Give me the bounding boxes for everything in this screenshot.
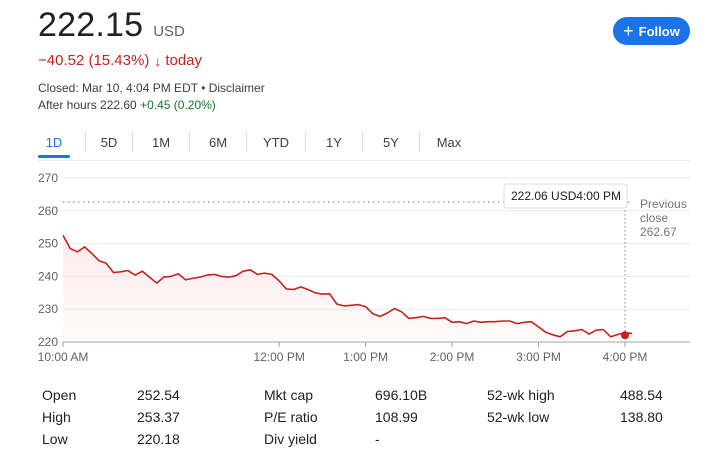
tab-1y[interactable]: 1Y [326, 134, 342, 150]
closed-time: Closed: Mar 10, 4:04 PM EDT [38, 81, 198, 95]
y-tick-label: 270 [38, 171, 58, 185]
tab-1d[interactable]: 1D [38, 128, 70, 158]
stat-label: 52-wk low [487, 409, 550, 425]
market-status: Closed: Mar 10, 4:04 PM EDT • Disclaimer [38, 81, 265, 95]
stat-label: High [42, 409, 71, 425]
disclaimer-link[interactable]: Disclaimer [208, 81, 265, 95]
currency-label: USD [153, 23, 185, 40]
stat-label: Div yield [264, 431, 317, 447]
after-hours: After hours 222.60 +0.45 (0.20%) [38, 98, 216, 112]
tab-divider [246, 132, 247, 152]
stat-label: Mkt cap [264, 387, 314, 403]
price-line [62, 235, 633, 338]
arrow-down-icon: ↓ [154, 52, 162, 69]
stat-value: - [375, 431, 380, 447]
status-separator: • [197, 81, 209, 95]
stat-value: 696.10B [375, 387, 428, 403]
y-tick-label: 240 [38, 269, 58, 283]
tab-divider [189, 132, 190, 152]
tab-divider [419, 132, 420, 152]
y-tick-label: 220 [38, 335, 58, 349]
stat-label: Low [42, 431, 68, 447]
x-tick-label: 1:00 PM [343, 350, 388, 364]
tab-6m[interactable]: 6M [208, 134, 228, 150]
range-tabs: 1D 5D 1M 6M YTD 1Y 5Y Max [38, 128, 478, 158]
price-change: −40.52 (15.43%) ↓ today [38, 52, 202, 69]
stat-value: 488.54 [620, 387, 663, 403]
tab-5y[interactable]: 5Y [383, 134, 399, 150]
tooltip-time: 4:00 PM [576, 189, 621, 203]
current-price: 222.15 [38, 6, 144, 44]
stat-value: 108.99 [375, 409, 418, 425]
quote-header: 222.15 USD [38, 6, 185, 45]
tabs-divider-line [38, 160, 690, 161]
price-change-period: today [165, 52, 203, 69]
previous-close-label: Previous [640, 197, 687, 211]
price-area [63, 235, 633, 342]
stat-label: Open [42, 387, 77, 403]
tab-divider [85, 132, 86, 152]
stat-label: P/E ratio [264, 409, 318, 425]
x-tick-label: 2:00 PM [430, 350, 475, 364]
follow-button[interactable]: + Follow [613, 17, 690, 45]
tooltip-box [503, 183, 628, 209]
hover-point[interactable] [621, 331, 629, 340]
stat-value: 138.80 [620, 409, 663, 425]
after-hours-change: +0.45 (0.20%) [140, 98, 216, 112]
tab-divider [305, 132, 306, 152]
tab-5d[interactable]: 5D [100, 134, 118, 150]
tab-divider [362, 132, 363, 152]
x-tick-label: 12:00 PM [253, 350, 304, 364]
plus-icon: + [623, 20, 634, 41]
x-tick-label: 3:00 PM [516, 350, 561, 364]
stat-value: 252.54 [137, 387, 180, 403]
tab-ytd[interactable]: YTD [263, 134, 289, 150]
y-tick-label: 260 [38, 204, 58, 218]
tab-divider [132, 132, 133, 152]
tab-1m[interactable]: 1M [151, 134, 171, 150]
tooltip-price: 222.06 USD [511, 189, 577, 203]
y-tick-label: 230 [38, 302, 58, 316]
stat-value: 253.37 [137, 409, 180, 425]
after-hours-price: After hours 222.60 [38, 98, 137, 112]
x-tick-label: 10:00 AM [38, 350, 89, 364]
stat-label: 52-wk high [487, 387, 555, 403]
price-change-value: −40.52 (15.43%) [38, 52, 150, 69]
tab-max[interactable]: Max [436, 134, 462, 150]
stat-value: 220.18 [137, 431, 180, 447]
y-tick-label: 250 [38, 237, 58, 251]
previous-close-label: 262.67 [640, 225, 677, 239]
follow-button-label: Follow [638, 23, 680, 39]
x-tick-label: 4:00 PM [603, 350, 648, 364]
previous-close-label: close [640, 211, 668, 225]
